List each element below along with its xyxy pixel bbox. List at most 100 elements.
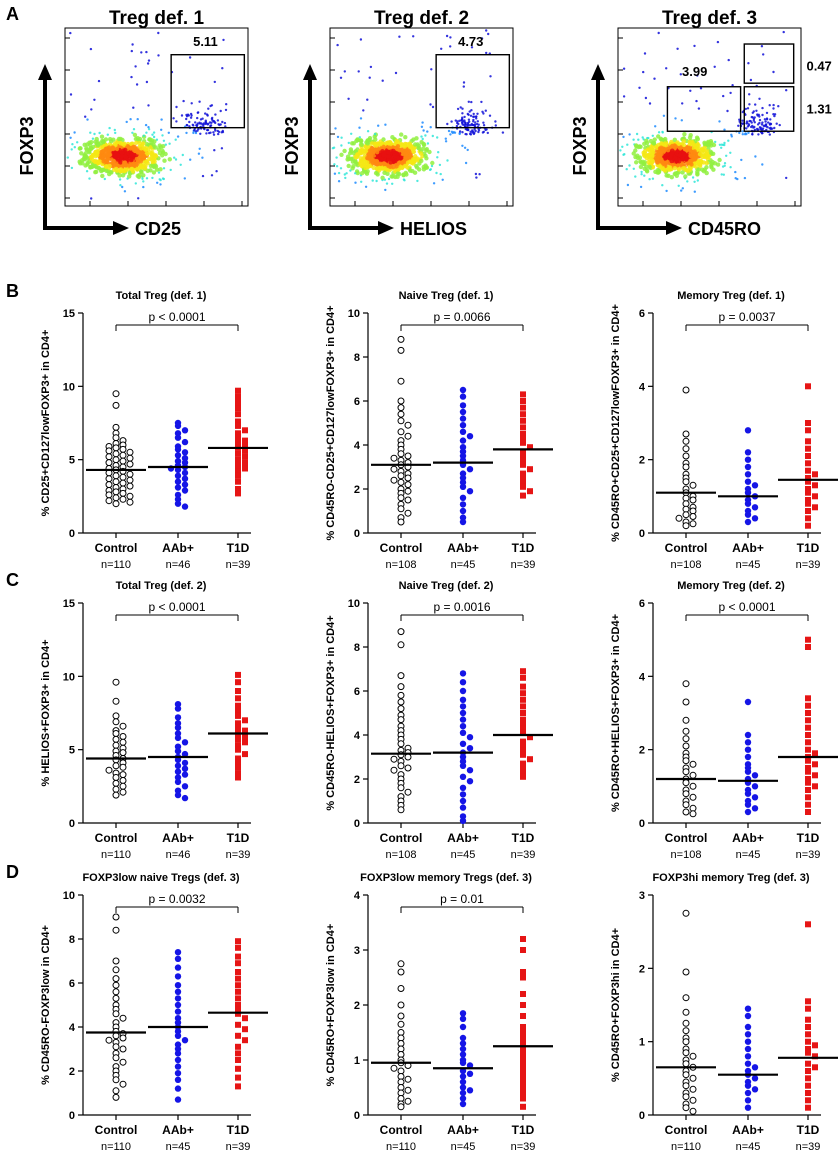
category-label: T1D bbox=[227, 1123, 250, 1137]
group-n-label: n=110 bbox=[101, 849, 131, 861]
data-point bbox=[112, 1054, 120, 1062]
data-point bbox=[397, 960, 405, 968]
data-point bbox=[459, 1023, 467, 1031]
data-point bbox=[397, 698, 405, 706]
data-point bbox=[174, 787, 182, 794]
y-tick-label: 4 bbox=[354, 890, 361, 902]
data-point bbox=[174, 457, 182, 465]
data-point bbox=[744, 790, 752, 797]
data-point bbox=[235, 456, 241, 463]
data-point bbox=[751, 794, 759, 801]
data-point bbox=[397, 450, 405, 458]
data-point bbox=[174, 478, 182, 485]
dot-plot-3: Memory Treg (def. 1) 0 2 4 6 % CD45RO+CD25+CD… bbox=[610, 290, 838, 571]
data-point bbox=[235, 770, 241, 777]
data-point bbox=[174, 466, 182, 474]
y-tick-label: 1 bbox=[354, 1055, 360, 1067]
y-axis-label: % CD45RO+CD25+CD127lowFOXP3+ in CD4+ bbox=[610, 304, 622, 542]
data-point bbox=[682, 522, 690, 530]
flow-gate-value: 1.31 bbox=[806, 101, 831, 116]
group-n-label: n=39 bbox=[226, 849, 251, 861]
data-point bbox=[520, 398, 526, 404]
y-tick-label: 1 bbox=[639, 1037, 645, 1049]
y-axis-label: % CD45RO-FOXP3low in CD4+ bbox=[40, 925, 52, 1085]
group-n-label: n=110 bbox=[386, 1141, 416, 1153]
data-point bbox=[520, 404, 526, 411]
data-point bbox=[397, 472, 405, 480]
dot-plot-5: Naive Treg (def. 2) 0 2 4 6 8 10 % CD45RO-HELIO… bbox=[325, 580, 553, 861]
data-point bbox=[520, 738, 526, 745]
data-point bbox=[689, 513, 697, 520]
group-n-label: n=46 bbox=[166, 559, 191, 571]
data-point bbox=[466, 466, 474, 473]
data-point bbox=[682, 735, 690, 743]
data-point bbox=[805, 467, 811, 474]
data-point bbox=[459, 703, 467, 710]
data-point bbox=[235, 944, 241, 951]
y-tick-label: 6 bbox=[69, 978, 75, 990]
category-label: AAb+ bbox=[447, 541, 479, 555]
data-point bbox=[112, 730, 120, 737]
data-point bbox=[174, 720, 182, 727]
data-point bbox=[235, 440, 241, 447]
p-value: p < 0.0001 bbox=[718, 600, 775, 614]
data-point bbox=[459, 1051, 467, 1058]
data-point bbox=[751, 1086, 759, 1093]
data-point bbox=[235, 478, 241, 485]
data-point bbox=[744, 1012, 752, 1020]
data-point bbox=[397, 784, 405, 792]
p-value: p = 0.0016 bbox=[433, 600, 490, 614]
data-point bbox=[805, 1082, 811, 1089]
data-point bbox=[174, 500, 182, 507]
data-point bbox=[805, 497, 811, 503]
data-point bbox=[459, 716, 467, 723]
data-point bbox=[805, 710, 811, 716]
data-point bbox=[805, 445, 811, 452]
category-label: T1D bbox=[512, 1123, 535, 1137]
y-tick-label: 6 bbox=[354, 686, 360, 698]
data-point bbox=[459, 444, 467, 451]
data-point bbox=[805, 427, 811, 434]
data-point bbox=[242, 453, 248, 460]
data-point bbox=[744, 698, 752, 706]
category-label: Control bbox=[665, 541, 708, 555]
data-point bbox=[390, 755, 398, 763]
data-point bbox=[459, 448, 467, 455]
data-point bbox=[105, 475, 113, 483]
data-point bbox=[397, 740, 405, 748]
data-point bbox=[105, 491, 113, 499]
data-point bbox=[174, 955, 182, 962]
data-point bbox=[520, 1002, 526, 1008]
data-point bbox=[466, 778, 474, 785]
data-point bbox=[682, 1082, 690, 1090]
data-point bbox=[805, 1060, 811, 1067]
flow-gate bbox=[743, 43, 795, 84]
category-label: Control bbox=[665, 831, 708, 845]
data-point bbox=[235, 774, 241, 781]
flow-gate bbox=[170, 54, 246, 129]
data-point bbox=[520, 751, 526, 758]
data-point bbox=[174, 491, 182, 499]
group-n-label: n=108 bbox=[386, 559, 417, 571]
data-point bbox=[459, 470, 467, 477]
plot-title: Naive Treg (def. 2) bbox=[399, 580, 494, 592]
data-point bbox=[235, 975, 241, 982]
data-point bbox=[174, 1032, 182, 1040]
data-point bbox=[459, 1089, 467, 1097]
y-tick-label: 2 bbox=[354, 774, 360, 786]
y-tick-label: 0 bbox=[639, 818, 645, 830]
data-point bbox=[682, 478, 690, 486]
data-point bbox=[404, 788, 412, 796]
data-point bbox=[744, 739, 752, 746]
data-point bbox=[235, 462, 241, 469]
flow-x-label: CD45RO bbox=[688, 219, 761, 239]
data-point bbox=[520, 725, 526, 732]
data-point bbox=[235, 450, 241, 457]
data-point bbox=[235, 1074, 241, 1081]
data-point bbox=[527, 466, 533, 473]
data-point bbox=[520, 431, 526, 437]
data-point bbox=[520, 710, 526, 716]
dot-plot-2: Naive Treg (def. 1) 0 2 4 6 8 10 % CD45RO-CD25+… bbox=[325, 290, 553, 571]
p-value: p < 0.0001 bbox=[148, 600, 205, 614]
data-point bbox=[520, 721, 526, 727]
